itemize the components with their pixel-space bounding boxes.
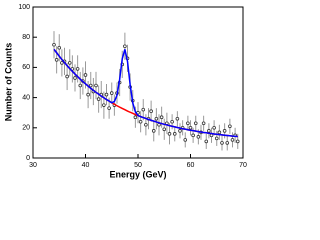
y-axis-label: Number of Counts xyxy=(3,43,13,122)
data-point xyxy=(138,119,143,124)
x-axis-label: Energy (GeV) xyxy=(109,169,166,179)
data-point xyxy=(207,129,211,133)
data-point xyxy=(67,61,72,65)
data-point xyxy=(123,44,127,49)
data-point xyxy=(104,92,109,97)
data-point xyxy=(188,126,193,130)
data-point xyxy=(162,127,167,132)
data-point xyxy=(88,83,93,88)
data-point xyxy=(167,132,172,136)
data-point xyxy=(222,129,227,133)
data-point xyxy=(151,129,156,133)
y-tick-label: 40 xyxy=(22,94,30,101)
data-point xyxy=(96,97,101,101)
data-point xyxy=(212,126,216,130)
data-point xyxy=(217,130,222,135)
data-point xyxy=(57,45,62,50)
data-point xyxy=(109,91,114,95)
x-tick-label: 50 xyxy=(134,162,142,169)
y-tick-label: 80 xyxy=(22,34,30,41)
y-tick-label: 60 xyxy=(22,64,30,71)
data-point xyxy=(54,58,59,62)
data-point xyxy=(235,139,240,144)
data-point xyxy=(196,135,201,139)
data-point xyxy=(149,109,153,113)
x-tick-label: 30 xyxy=(29,162,37,169)
data-point xyxy=(214,136,219,141)
data-point xyxy=(94,83,98,88)
data-point xyxy=(170,119,174,124)
data-point xyxy=(102,103,106,107)
data-point xyxy=(154,116,159,121)
data-point xyxy=(52,42,56,47)
data-point xyxy=(230,138,235,142)
data-point xyxy=(204,139,209,144)
x-tick-label: 60 xyxy=(187,162,195,169)
data-point xyxy=(228,124,232,129)
data-point xyxy=(191,133,195,138)
y-tick-label: 20 xyxy=(22,125,30,132)
data-point xyxy=(172,132,177,136)
y-tick-label: 0 xyxy=(26,155,30,162)
x-tick-label: 40 xyxy=(82,162,90,169)
data-point xyxy=(60,61,64,65)
data-point xyxy=(141,107,146,112)
data-point xyxy=(83,73,88,77)
data-point xyxy=(183,138,188,142)
data-point xyxy=(78,83,83,88)
data-point xyxy=(73,76,77,80)
data-point xyxy=(220,141,224,145)
data-point xyxy=(201,121,206,126)
data-point xyxy=(175,116,180,121)
data-point xyxy=(186,121,190,126)
y-tick-label: 100 xyxy=(18,4,30,11)
data-point xyxy=(178,129,182,133)
data-point xyxy=(65,74,69,79)
fit-curve xyxy=(53,48,238,138)
data-point xyxy=(86,92,90,97)
data-point xyxy=(225,141,230,145)
data-point xyxy=(193,121,198,126)
data-point xyxy=(159,115,164,120)
data-point xyxy=(75,67,80,71)
x-tick-label: 70 xyxy=(239,162,247,169)
data-point xyxy=(107,106,111,110)
chart: Energy (GeV) Number of Counts 30 40 50 60 70… xyxy=(3,4,247,180)
data-point xyxy=(133,115,138,120)
data-point xyxy=(144,122,148,127)
